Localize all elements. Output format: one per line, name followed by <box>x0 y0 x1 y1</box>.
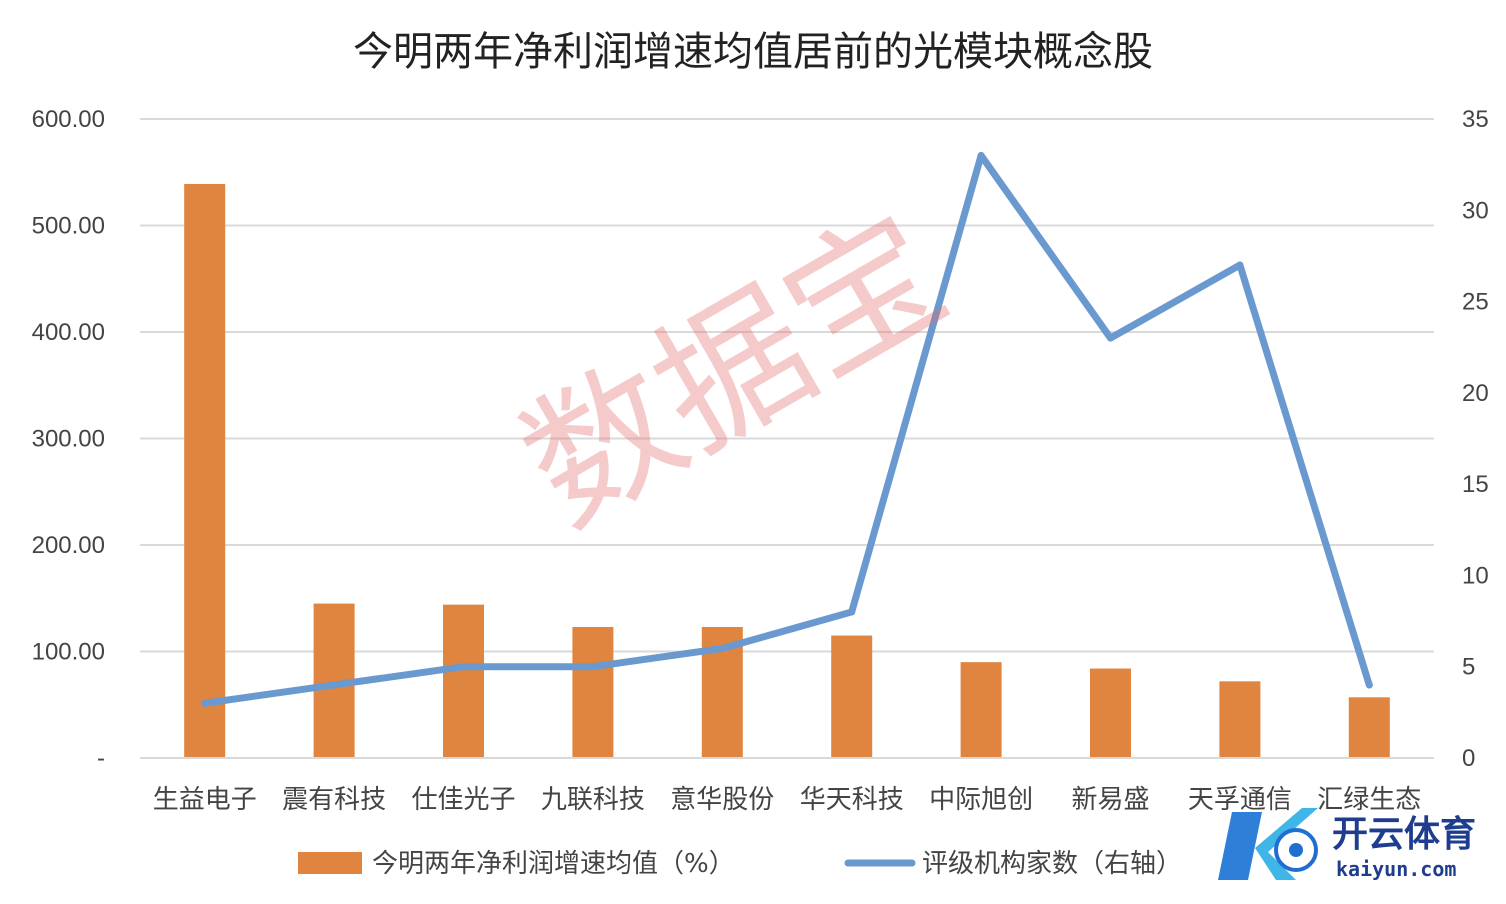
logo-text: 开云体育 <box>1332 814 1476 855</box>
bar <box>1090 668 1131 758</box>
left-tick-label: 400.00 <box>32 319 105 346</box>
legend: 今明两年净利润增速均值（%） 评级机构家数（右轴） <box>298 849 1182 879</box>
bar <box>1348 697 1390 758</box>
gridlines <box>140 118 1434 653</box>
line-point <box>201 699 209 707</box>
chart-title: 今明两年净利润增速均值居前的光模块概念股 <box>353 29 1153 75</box>
series-line <box>201 152 1373 707</box>
left-axis-ticks: - 100.00 200.00 300.00 400.00 500.00 600.00 <box>32 106 105 772</box>
right-axis-ticks: 0 5 10 15 20 25 30 35 <box>1462 106 1489 772</box>
line-point <box>1236 261 1244 269</box>
left-tick-label: 100.00 <box>32 639 105 666</box>
logo: 开云体育 kaiyun.com <box>1218 808 1476 881</box>
left-tick-label: 200.00 <box>32 532 105 559</box>
bar <box>443 604 484 758</box>
watermark: 数据宝 <box>496 183 973 559</box>
line-point <box>848 608 856 616</box>
right-tick-label: 10 <box>1462 562 1489 589</box>
category-label: 新易盛 <box>1071 785 1149 815</box>
bar-series <box>184 183 1390 759</box>
legend-label-bar: 今明两年净利润增速均值（%） <box>372 849 735 879</box>
category-label: 汇绿生态 <box>1317 785 1421 815</box>
right-tick-label: 15 <box>1462 471 1489 498</box>
bar <box>960 662 1002 758</box>
line-point <box>718 644 726 652</box>
legend-swatch-bar <box>298 852 362 874</box>
category-label: 华天科技 <box>800 785 904 815</box>
category-label: 意华股份 <box>670 785 774 815</box>
bar <box>572 627 614 758</box>
category-labels: 生益电子 震有科技 仕佳光子 九联科技 意华股份 华天科技 中际旭创 新易盛 天孚通信 汇绿生态 <box>153 785 1422 815</box>
line-point <box>1107 334 1114 342</box>
line-point <box>1365 681 1373 689</box>
line-series <box>201 152 1373 707</box>
left-tick-label: - <box>97 745 105 772</box>
left-tick-label: 600.00 <box>32 106 105 133</box>
bar <box>1219 681 1261 758</box>
line-point <box>589 663 597 671</box>
left-tick-label: 500.00 <box>32 213 105 240</box>
category-label: 九联科技 <box>541 785 645 815</box>
right-tick-label: 30 <box>1462 197 1489 224</box>
legend-label-line: 评级机构家数（右轴） <box>922 849 1182 879</box>
right-tick-label: 0 <box>1462 745 1475 772</box>
right-tick-label: 35 <box>1462 106 1489 133</box>
left-tick-label: 300.00 <box>32 426 105 453</box>
logo-emblem-icon <box>1218 808 1318 880</box>
right-tick-label: 5 <box>1462 654 1475 681</box>
bar <box>184 183 226 759</box>
line-point <box>460 663 467 671</box>
category-label: 生益电子 <box>153 785 257 815</box>
line-point <box>330 681 338 689</box>
category-label: 震有科技 <box>282 785 386 815</box>
line-point <box>977 152 985 160</box>
category-label: 仕佳光子 <box>411 785 515 815</box>
logo-sub-text: kaiyun.com <box>1336 857 1456 881</box>
right-tick-label: 25 <box>1462 289 1489 316</box>
bar <box>831 635 873 758</box>
category-label: 中际旭创 <box>929 785 1033 815</box>
right-tick-label: 20 <box>1462 380 1489 407</box>
category-label: 天孚通信 <box>1188 785 1292 815</box>
